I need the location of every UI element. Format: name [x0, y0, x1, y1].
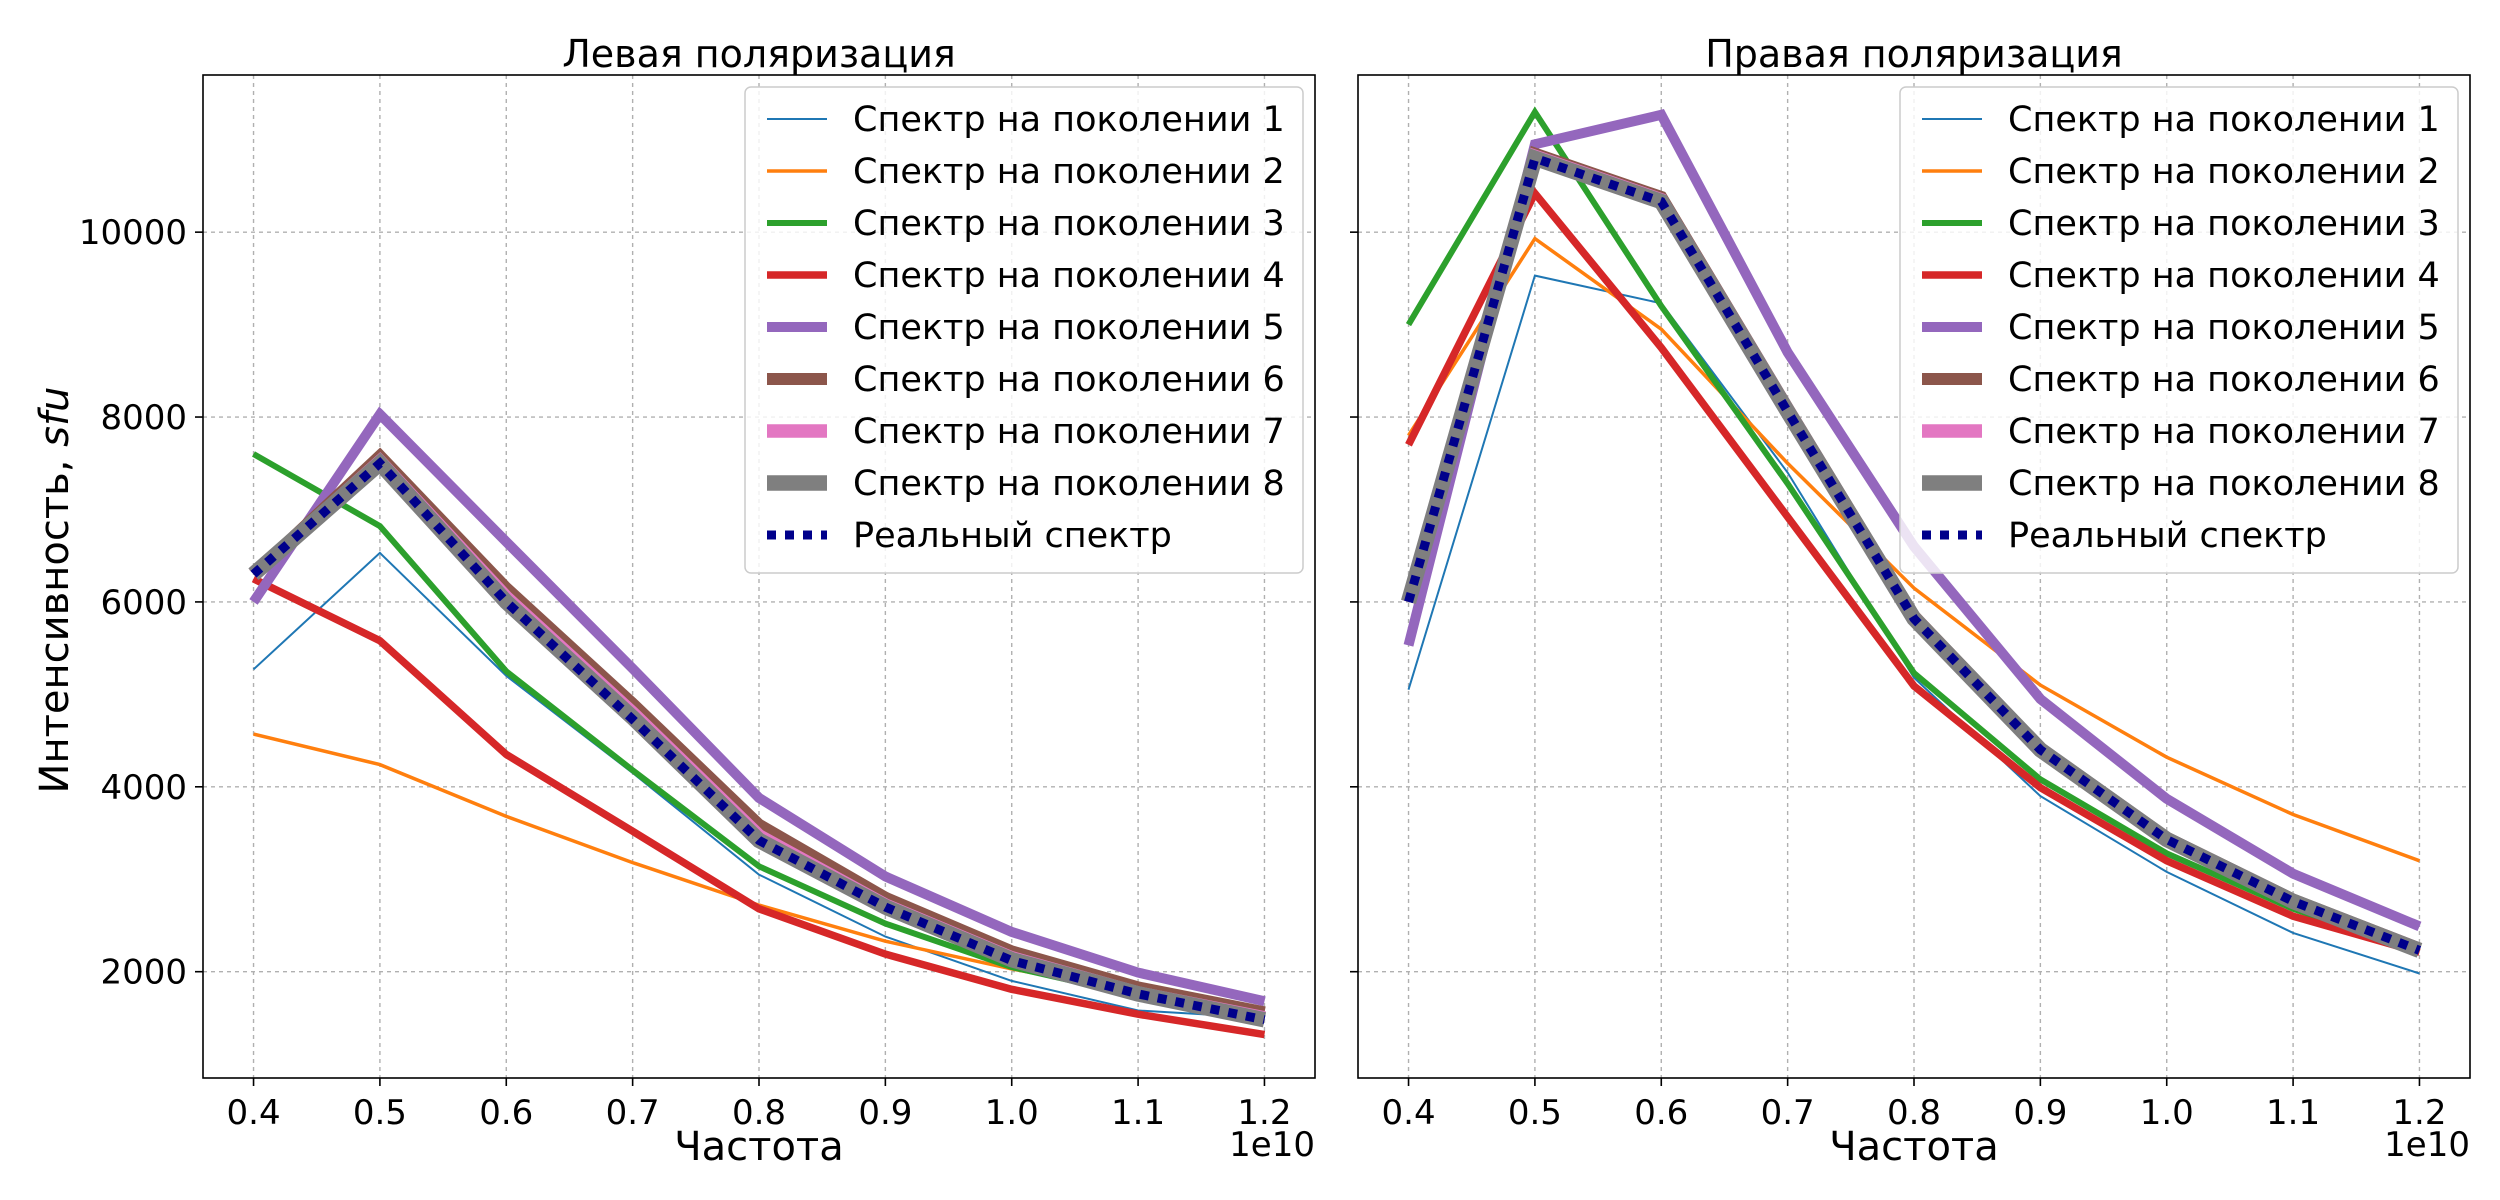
left-x-tick-label: 0.7	[606, 1093, 660, 1133]
right-x-tick-label: 0.6	[1634, 1093, 1688, 1133]
right-x-tick-label: 0.5	[1508, 1093, 1562, 1133]
right-legend-box	[1899, 86, 2459, 574]
left-y-tick-label: 6000	[100, 583, 187, 623]
left-legend-label: Реальный спектр	[853, 516, 1172, 556]
y-axis-label: Интенсивность, sfu	[32, 387, 78, 794]
left-x-tick-label: 0.5	[353, 1093, 407, 1133]
right-legend-label: Реальный спектр	[2008, 516, 2327, 556]
right-series-line-2	[1407, 236, 2421, 863]
left-legend-label: Спектр на поколении 4	[853, 256, 1285, 296]
right-legend-label: Спектр на поколении 2	[2008, 152, 2440, 192]
right-legend-label: Спектр на поколении 7	[2008, 412, 2440, 452]
right-plot-lines	[1401, 106, 2423, 975]
left-series-line-4	[251, 575, 1266, 1039]
right-x-tick-label: 0.7	[1761, 1093, 1815, 1133]
right-x-offset-label: 1e10	[2384, 1125, 2470, 1165]
right-legend-label: Спектр на поколении 4	[2008, 256, 2440, 296]
left-x-axis-label: Частота	[674, 1124, 844, 1170]
right-x-tick-label: 0.9	[2013, 1093, 2067, 1133]
left-x-tick-label: 0.6	[479, 1093, 533, 1133]
right-series-line-1	[1407, 274, 2420, 975]
right-legend-label: Спектр на поколении 5	[2008, 308, 2440, 348]
left-series-line-9	[250, 457, 1266, 1025]
left-series-line-1	[252, 551, 1265, 1019]
right-series-line-9	[1404, 152, 2422, 955]
right-ticks: 0.4 0.5 0.6 0.7 0.8 0.9 1.0 1.1 1.2	[1350, 231, 2446, 1133]
left-x-tick-label: 0.9	[858, 1093, 912, 1133]
right-x-tick-label: 1.1	[2266, 1093, 2320, 1133]
right-legend-label: Спектр на поколении 6	[2008, 360, 2440, 400]
left-ticks: 0.4 0.5 0.6 0.7 0.8 0.9 1.0 1.1 1.2 2000 4000 6000 8…	[79, 213, 1292, 1133]
left-x-tick-label: 1.1	[1111, 1093, 1165, 1133]
left-chart-title: Левая поляризация	[562, 32, 956, 76]
left-legend-label: Спектр на поколении 1	[853, 100, 1285, 140]
left-legend-label: Спектр на поколении 3	[853, 204, 1285, 244]
right-x-axis-label: Частота	[1829, 1124, 1999, 1170]
right-chart-title: Правая поляризация	[1705, 32, 2123, 76]
right-polarization-panel: 0.4 0.5 0.6 0.7 0.8 0.9 1.0 1.1 1.2 Правая поляр…	[1350, 32, 2471, 1170]
left-series-line-5	[249, 406, 1266, 1007]
left-legend-label: Спектр на поколении 5	[853, 308, 1285, 348]
left-polarization-panel: 0.4 0.5 0.6 0.7 0.8 0.9 1.0 1.1 1.2 2000 4000 6000 8…	[79, 32, 1316, 1170]
right-x-tick-label: 1.0	[2140, 1093, 2194, 1133]
left-legend-box	[744, 86, 1304, 574]
right-x-tick-label: 0.8	[1887, 1093, 1941, 1133]
right-legend: Спектр на поколении 1 Спектр на поколении…	[1899, 86, 2459, 574]
right-x-tick-label: 0.4	[1382, 1093, 1436, 1133]
left-legend-label: Спектр на поколении 8	[853, 464, 1285, 504]
right-legend-label: Спектр на поколении 1	[2008, 100, 2440, 140]
left-x-tick-label: 1.2	[1237, 1093, 1291, 1133]
left-legend: Спектр на поколении 1 Спектр на поколении…	[744, 86, 1304, 574]
right-legend-label: Спектр на поколении 8	[2008, 464, 2440, 504]
left-legend-label: Спектр на поколении 6	[853, 360, 1285, 400]
y-axis-label-text: Интенсивность,	[32, 447, 78, 794]
left-plot-lines	[248, 406, 1267, 1039]
right-legend-label: Спектр на поколении 3	[2008, 204, 2440, 244]
left-legend-label: Спектр на поколении 7	[853, 412, 1285, 452]
left-y-tick-label: 8000	[100, 398, 187, 438]
right-x-tick-label: 1.2	[2392, 1093, 2446, 1133]
left-y-tick-label: 10000	[79, 213, 187, 253]
right-series-line-4	[1405, 186, 2421, 956]
left-x-tick-label: 0.4	[227, 1093, 281, 1133]
left-x-tick-label: 0.8	[732, 1093, 786, 1133]
left-x-offset-label: 1e10	[1229, 1125, 1315, 1165]
left-legend-label: Спектр на поколении 2	[853, 152, 1285, 192]
y-axis-label-unit: sfu	[32, 387, 78, 447]
left-y-tick-label: 4000	[100, 768, 187, 808]
left-x-tick-label: 1.0	[985, 1093, 1039, 1133]
left-y-tick-label: 2000	[100, 953, 187, 993]
